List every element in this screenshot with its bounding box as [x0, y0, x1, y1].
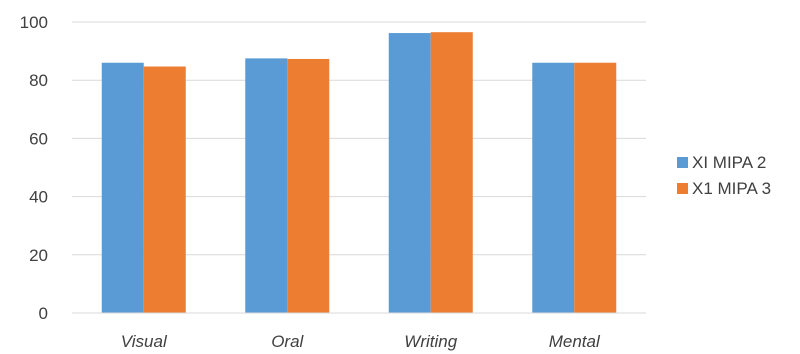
y-tick-label: 100 [20, 13, 48, 32]
x-axis-ticks: Visual Oral Writing Mental [121, 332, 601, 351]
y-tick-label: 0 [39, 304, 48, 323]
bar [430, 32, 473, 314]
x-tick-label: Oral [271, 332, 304, 351]
legend-label: X1 MIPA 3 [692, 179, 771, 198]
bar [532, 62, 575, 313]
x-tick-label: Writing [404, 332, 457, 351]
bar [287, 58, 330, 313]
x-tick-label: Visual [121, 332, 168, 351]
legend: XI MIPA 2 X1 MIPA 3 [677, 153, 771, 198]
y-axis-ticks: 0 20 40 60 80 100 [20, 13, 48, 323]
bar [574, 62, 617, 313]
legend-label: XI MIPA 2 [692, 153, 766, 172]
legend-swatch [677, 157, 688, 168]
bar [143, 66, 186, 313]
bars [101, 32, 617, 314]
legend-swatch [677, 183, 688, 194]
y-tick-label: 80 [29, 71, 48, 90]
bar [388, 33, 431, 314]
bar [245, 58, 288, 313]
y-tick-label: 20 [29, 246, 48, 265]
y-tick-label: 60 [29, 129, 48, 148]
x-tick-label: Mental [549, 332, 601, 351]
bar [101, 62, 144, 313]
y-tick-label: 40 [29, 188, 48, 207]
